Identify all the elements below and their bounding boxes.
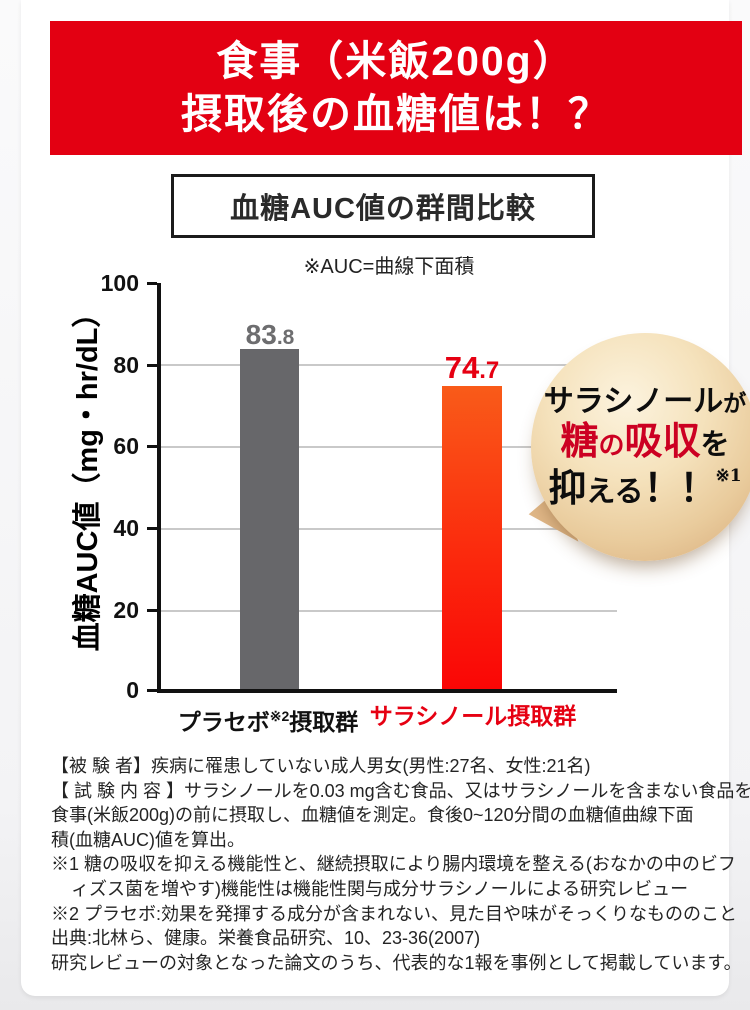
y-axis-label: 血糖AUC値（mg・hr/dL）	[72, 298, 104, 652]
footnote-ref1-line1: ※1 糖の吸収を抑える機能性と、継続摂取により腸内環境を整える(おなかの中のビフ	[51, 854, 736, 875]
category-placebo-pre: プラセボ	[177, 709, 270, 735]
badge-line1: サラシノールが	[543, 383, 747, 419]
category-placebo-post: 摂取群	[289, 709, 359, 735]
badge-line1-main: サラシノール	[543, 383, 724, 419]
badge-line3-kanji: 抑	[548, 464, 587, 510]
y-tick-20	[147, 609, 157, 612]
x-axis-line	[157, 689, 617, 693]
badge-line3-exclamation: ！！	[643, 464, 718, 510]
content-card: 食事（米飯200g） 摂取後の血糖値は！？ 血糖AUC値の群間比較 ※AUC=曲…	[21, 0, 750, 996]
category-placebo-refmark: ※2	[269, 708, 290, 724]
footnote-method-3: 積(血糖AUC)値を算出。	[51, 829, 245, 850]
gridline-40	[161, 528, 617, 530]
badge-line3-refmark: ※1	[715, 465, 742, 486]
badge-line2-red1: 糖	[560, 418, 599, 464]
y-tick-label-40: 40	[113, 515, 139, 541]
gridline-80	[161, 364, 617, 366]
badge-line3-kana: える	[586, 473, 644, 508]
y-tick-0	[147, 689, 157, 692]
y-tick-label-60: 60	[113, 433, 139, 459]
value-salacinol-int: 74	[444, 350, 480, 385]
value-label-salacinol: 74.7	[411, 351, 533, 390]
badge-line2: 糖の吸収を	[560, 418, 730, 464]
y-tick-80	[147, 364, 157, 367]
badge-line1-suffix: が	[723, 389, 747, 417]
y-tick-label-100: 100	[100, 270, 139, 296]
bar-salacinol	[442, 386, 502, 689]
value-label-placebo: 83.8	[209, 320, 331, 355]
footnote-ref1-line2: ィズス菌を増やす)機能性は機能性関与成分サラシノールによる研究レビュー	[71, 878, 689, 899]
badge-line3: 抑える！！※1	[548, 464, 742, 510]
y-tick-label-80: 80	[113, 352, 139, 378]
footnote-disclaimer: 研究レビューの対象となった論文のうち、代表的な1報を事例として掲載しています。	[51, 952, 742, 973]
footnotes-block: 【被 験 者】疾病に罹患していない成人男女(男性:27名、女性:21名) 【 試…	[51, 754, 750, 975]
badge-line2-suffix: を	[700, 427, 730, 462]
chart-title-box: 血糖AUC値の群間比較	[171, 174, 595, 238]
y-tick-label-20: 20	[113, 597, 139, 623]
y-tick-40	[147, 527, 157, 530]
badge-line2-red-small: の	[598, 431, 625, 462]
footnote-subjects: 【被 験 者】疾病に罹患していない成人男女(男性:27名、女性:21名)	[51, 756, 591, 776]
footnote-ref2: ※2 プラセボ:効果を発揮する成分が含まれない、見た目や味がそっくりなもののこと	[51, 903, 738, 924]
y-tick-100	[147, 282, 157, 285]
value-placebo-int: 83	[245, 319, 277, 350]
value-salacinol-dec: .7	[479, 357, 500, 384]
category-label-salacinol: サラシノール摂取群	[369, 703, 577, 729]
y-tick-label-0: 0	[126, 677, 139, 703]
y-axis-line	[157, 283, 161, 693]
header-title-line1: 食事（米飯200g）	[216, 38, 576, 84]
y-tick-60	[147, 445, 157, 448]
header-title-line2: 摂取後の血糖値は！？	[181, 91, 611, 137]
gold-badge: サラシノールが 糖の吸収を 抑える！！※1	[531, 333, 750, 561]
badge-line2-red2: 吸収	[624, 418, 701, 464]
gridline-60	[161, 446, 617, 448]
auc-definition-note: ※AUC=曲線下面積	[303, 256, 475, 278]
gridline-20	[161, 610, 617, 612]
footnote-source: 出典:北林ら、健康。栄養食品研究、10、23-36(2007)	[51, 928, 481, 949]
value-placebo-dec: .8	[276, 326, 295, 349]
footnote-method-1: 【 試 験 内 容 】サラシノールを0.03 mg含む食品、又はサラシノールを含…	[51, 780, 750, 801]
bar-placebo	[240, 349, 299, 689]
chart-title: 血糖AUC値の群間比較	[230, 193, 536, 225]
category-label-placebo: プラセボ※2摂取群	[157, 701, 379, 737]
header-banner: 食事（米飯200g） 摂取後の血糖値は！？	[50, 21, 742, 155]
footnote-method-2: 食事(米飯200g)の前に摂取し、血糖値を測定。食後0~120分間の血糖値曲線下…	[51, 805, 694, 826]
